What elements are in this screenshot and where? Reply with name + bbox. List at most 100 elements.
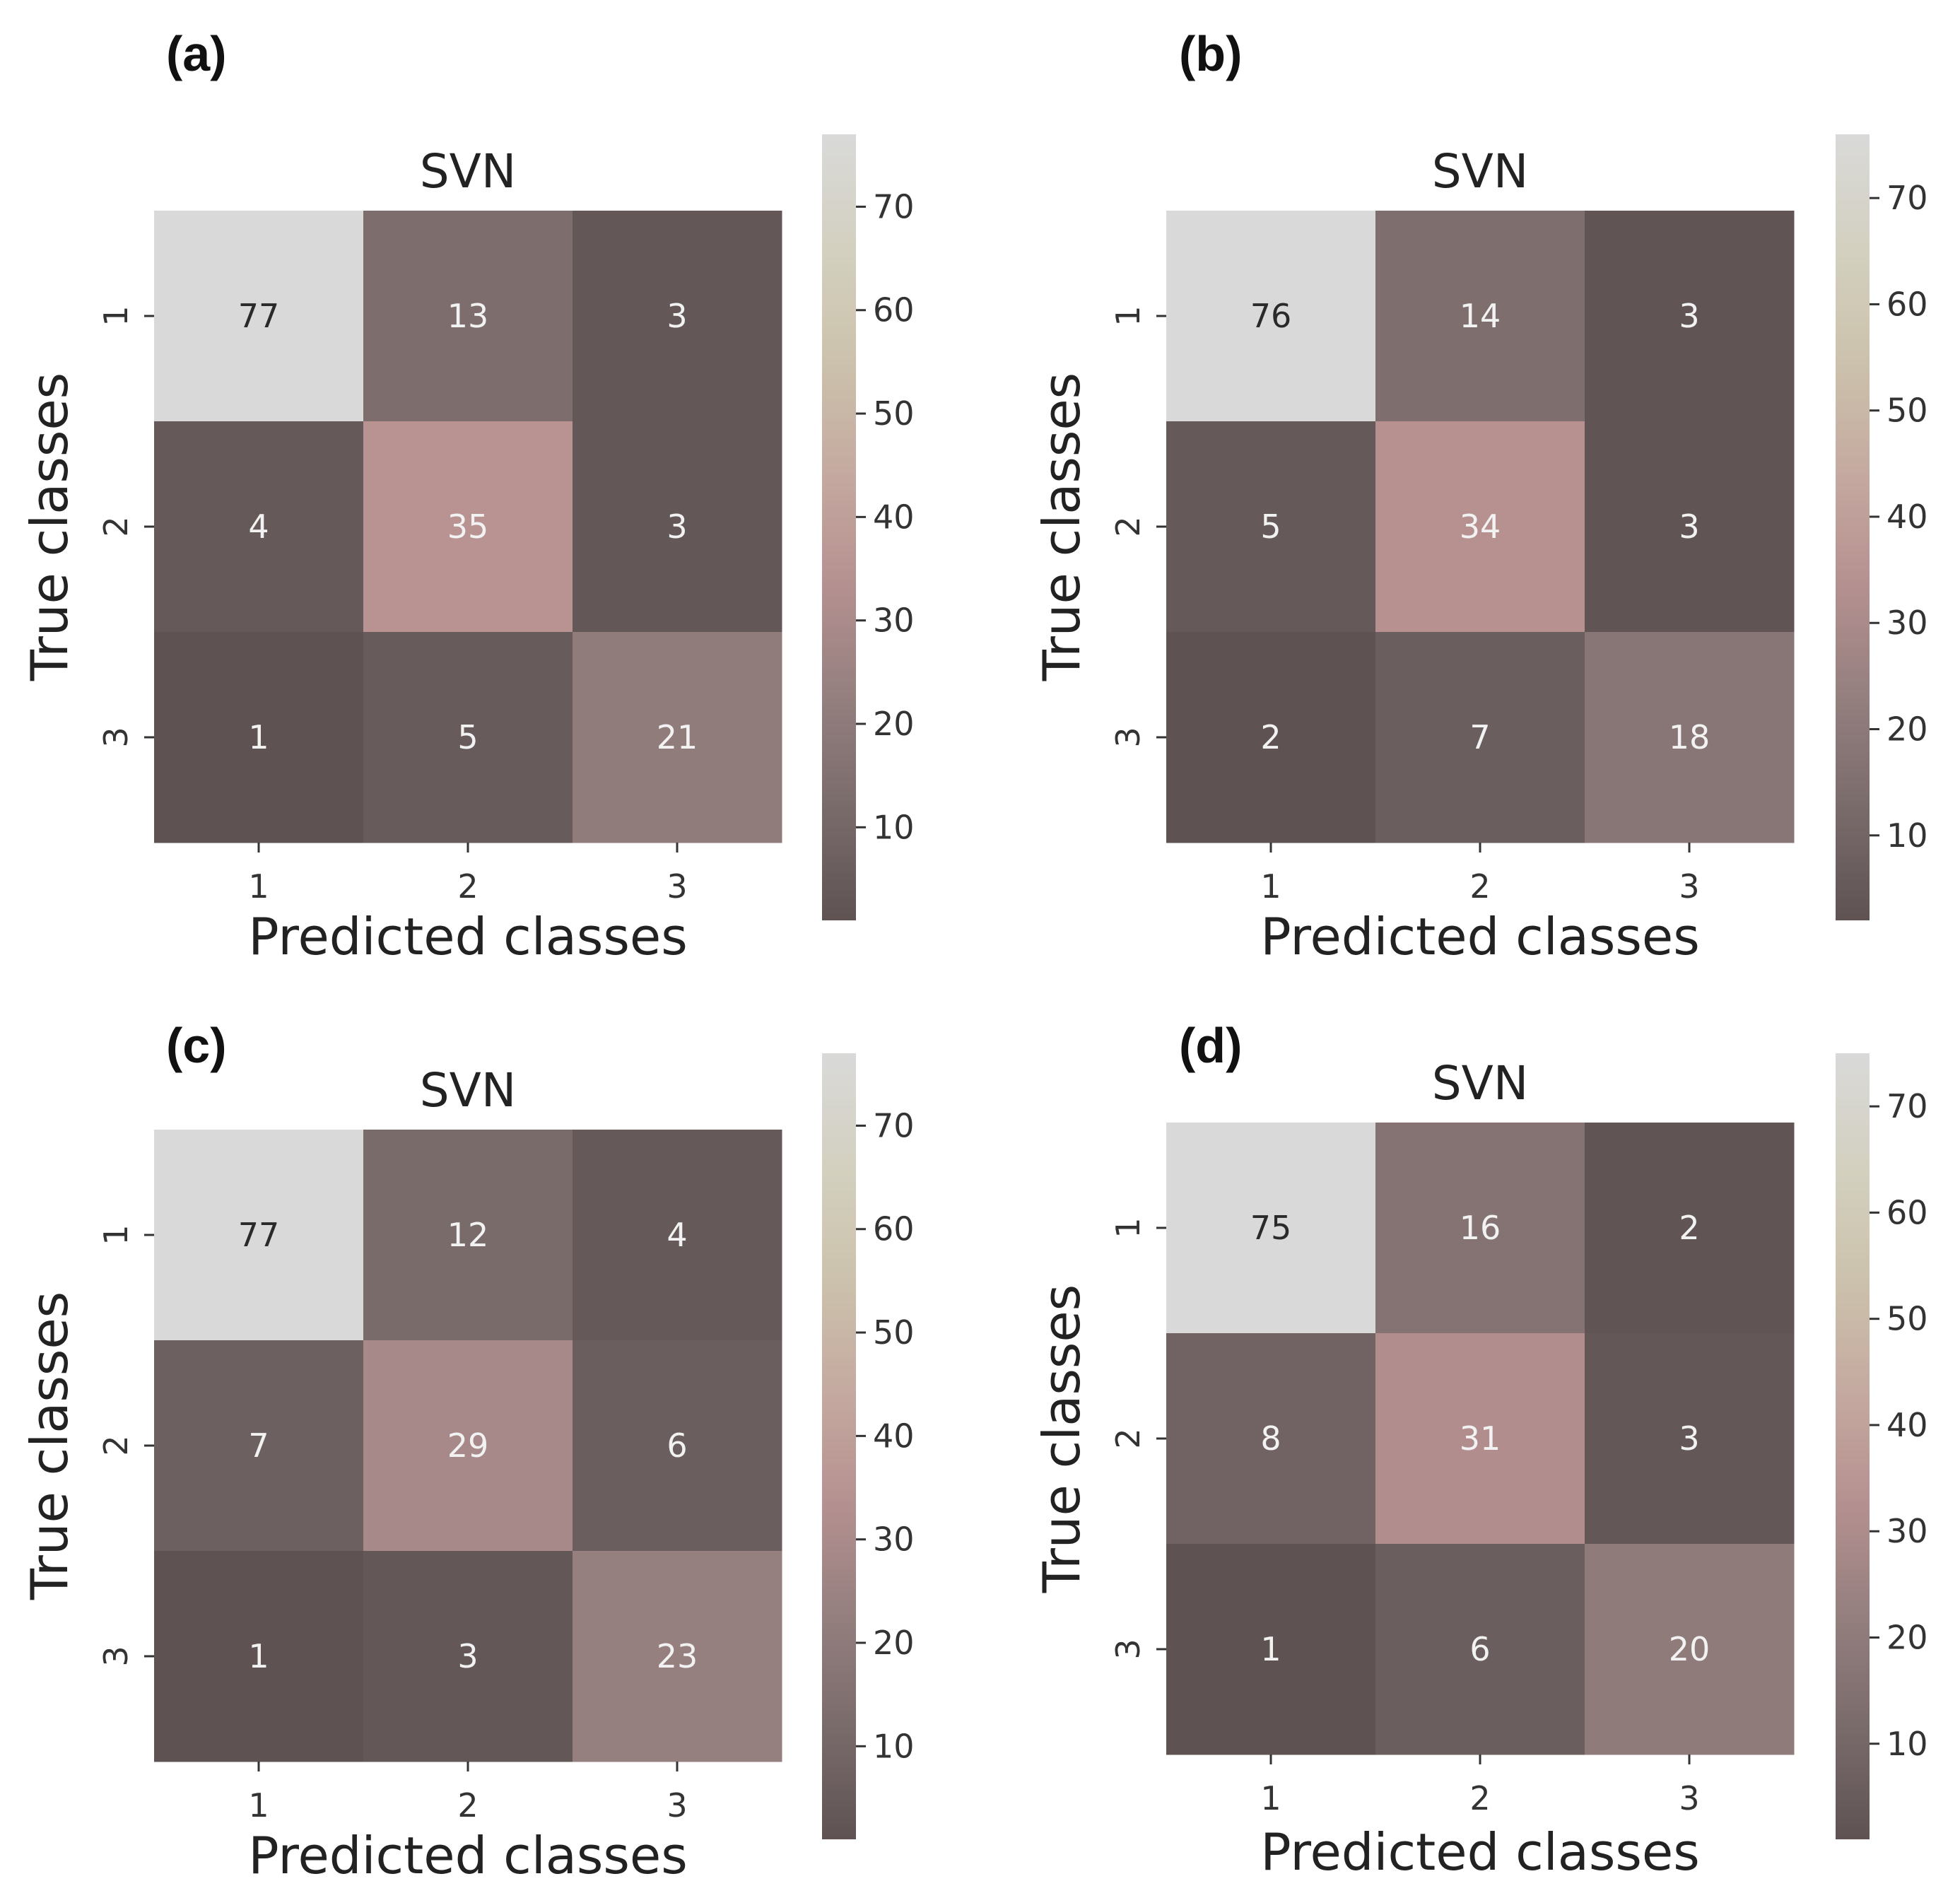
heatmap-cell: [1585, 632, 1795, 843]
heatmap-cell: [154, 421, 364, 633]
x-tick-label: 3: [667, 867, 687, 906]
colorbar-tick-label: 40: [873, 1417, 915, 1455]
x-axis-label: Predicted classes: [248, 1826, 687, 1885]
heatmap-cell: [1375, 421, 1585, 633]
y-axis-label: True classes: [20, 1291, 79, 1600]
y-axis-label: True classes: [1032, 373, 1091, 681]
cell-value-label: 8: [1260, 1419, 1281, 1458]
cell-value-label: 7: [1469, 718, 1490, 756]
y-tick-label: 3: [97, 1646, 135, 1666]
heatmap-cell: [1585, 1123, 1795, 1334]
colorbar-tick-label: 70: [873, 187, 915, 225]
heatmap-cell: [363, 1340, 573, 1552]
x-tick-label: 3: [1679, 1779, 1699, 1817]
y-tick-label: 2: [97, 1435, 135, 1455]
colorbar-tick-label: 20: [873, 705, 915, 743]
x-tick-label: 1: [248, 867, 269, 906]
cell-value-label: 2: [1679, 1209, 1699, 1247]
y-tick-label: 3: [1109, 1639, 1147, 1659]
heatmap-cell: [1166, 421, 1376, 633]
x-axis-label: Predicted classes: [1260, 907, 1699, 966]
x-tick-label: 2: [1469, 1779, 1490, 1817]
x-tick-label: 2: [457, 867, 478, 906]
heatmap-cell: [154, 1340, 364, 1552]
cell-value-label: 1: [248, 718, 269, 756]
cell-value-label: 34: [1460, 508, 1501, 546]
x-tick-label: 2: [457, 1786, 478, 1824]
colorbar: [1836, 134, 1870, 920]
y-tick-label: 2: [1109, 1428, 1147, 1448]
y-axis-label: True classes: [1032, 1284, 1091, 1593]
heatmap-cell: [573, 1340, 782, 1552]
colorbar-tick-label: 40: [873, 498, 915, 536]
cell-value-label: 13: [447, 297, 489, 335]
colorbar-tick-label: 50: [1886, 1300, 1928, 1338]
colorbar-tick-label: 70: [1886, 1087, 1928, 1125]
heatmap-cell: [363, 211, 573, 422]
heatmap-cell: [1166, 211, 1376, 422]
heatmap-cell: [1166, 1333, 1376, 1545]
heatmap-cell: [154, 211, 364, 422]
panel-label: (d): [1179, 1018, 1242, 1073]
cell-value-label: 4: [667, 1216, 687, 1254]
heatmap-cell: [154, 1551, 364, 1762]
y-tick-label: 1: [97, 305, 135, 326]
heatmap-cell: [573, 421, 782, 633]
cell-value-label: 3: [457, 1637, 478, 1675]
x-tick-label: 3: [1679, 867, 1699, 906]
heatmap-cell: [1375, 211, 1585, 422]
cell-value-label: 3: [1679, 297, 1699, 335]
colorbar-tick-label: 30: [873, 1521, 915, 1559]
y-tick-label: 3: [97, 727, 135, 747]
cell-value-label: 18: [1669, 718, 1710, 756]
heatmap-cell: [154, 1130, 364, 1341]
colorbar-tick-label: 20: [1886, 710, 1928, 749]
heatmap-cell: [573, 632, 782, 843]
cell-value-label: 5: [1260, 508, 1281, 546]
heatmap-cell: [573, 1130, 782, 1341]
colorbar-tick-label: 70: [873, 1106, 915, 1144]
colorbar-tick-label: 10: [1886, 1725, 1928, 1763]
x-axis-label: Predicted classes: [248, 907, 687, 966]
cell-value-label: 4: [248, 508, 269, 546]
cell-value-label: 1: [1260, 1630, 1281, 1668]
colorbar-tick-label: 30: [873, 602, 915, 640]
heatmap-cell: [1585, 421, 1795, 633]
cell-value-label: 14: [1460, 297, 1501, 335]
heatmap-cell: [1375, 1333, 1585, 1545]
colorbar: [1836, 1053, 1870, 1839]
cell-value-label: 77: [238, 297, 280, 335]
heatmap-cell: [1166, 1544, 1376, 1755]
cell-value-label: 23: [657, 1637, 698, 1675]
cell-value-label: 20: [1669, 1630, 1710, 1668]
cell-value-label: 75: [1250, 1209, 1292, 1247]
x-tick-label: 2: [1469, 867, 1490, 906]
chart-title: SVN: [420, 144, 516, 199]
y-tick-label: 3: [1109, 727, 1147, 747]
heatmap-cell: [573, 211, 782, 422]
cell-value-label: 21: [657, 718, 698, 756]
heatmap-cell: [1375, 1123, 1585, 1334]
colorbar-tick-label: 30: [1886, 604, 1928, 642]
colorbar-tick-label: 10: [1886, 816, 1928, 855]
heatmap-cell: [1585, 211, 1795, 422]
heatmap-cell: [363, 421, 573, 633]
colorbar-tick-label: 60: [873, 1210, 915, 1248]
heatmap-cell: [363, 1130, 573, 1341]
x-tick-label: 1: [1260, 867, 1281, 906]
y-tick-label: 1: [1109, 305, 1147, 326]
colorbar-tick-label: 70: [1886, 179, 1928, 217]
y-axis-label: True classes: [20, 373, 79, 681]
heatmap-cell: [1375, 632, 1585, 843]
cell-value-label: 6: [667, 1427, 687, 1465]
cell-value-label: 7: [248, 1427, 269, 1465]
colorbar-tick-label: 60: [1886, 1193, 1928, 1231]
heatmap-cell: [573, 1551, 782, 1762]
cell-value-label: 3: [667, 297, 687, 335]
colorbar-tick-label: 20: [873, 1624, 915, 1662]
heatmap-cell: [1585, 1333, 1795, 1545]
y-tick-label: 2: [1109, 516, 1147, 537]
heatmap-cell: [154, 632, 364, 843]
